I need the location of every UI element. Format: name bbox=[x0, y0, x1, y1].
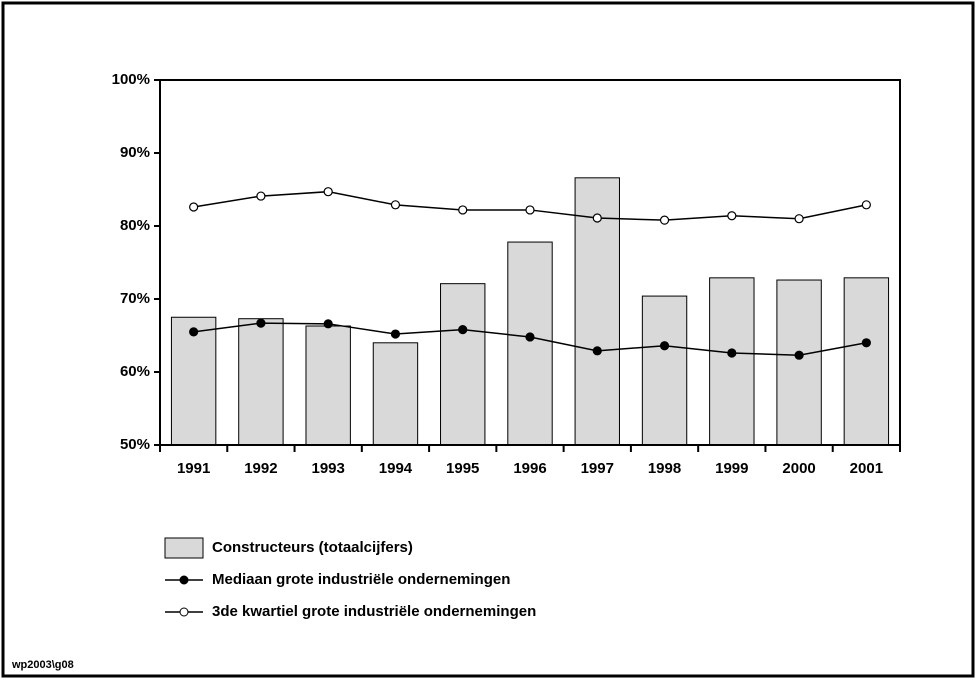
point bbox=[189, 327, 199, 337]
bar bbox=[372, 342, 419, 446]
legend-swatch bbox=[164, 537, 204, 559]
point bbox=[592, 213, 602, 223]
point bbox=[458, 325, 468, 335]
point bbox=[592, 346, 602, 356]
point bbox=[727, 211, 737, 221]
x-tick-label: 1997 bbox=[581, 460, 614, 477]
x-tick-label: 1992 bbox=[244, 460, 277, 477]
bar bbox=[238, 318, 284, 446]
point bbox=[256, 191, 266, 201]
point bbox=[525, 332, 535, 342]
y-tick-label: 60% bbox=[120, 363, 150, 380]
bar bbox=[507, 241, 553, 446]
legend-label: Constructeurs (totaalcijfers) bbox=[212, 539, 413, 556]
y-tick-label: 80% bbox=[120, 217, 150, 234]
bar bbox=[776, 279, 822, 446]
legend-label: 3de kwartiel grote industriële ondernemi… bbox=[212, 603, 536, 620]
point bbox=[390, 329, 401, 339]
x-tick-label: 1993 bbox=[311, 460, 344, 477]
y-tick-label: 90% bbox=[120, 144, 150, 161]
plot-frame bbox=[159, 79, 901, 446]
point bbox=[525, 205, 535, 215]
point bbox=[256, 318, 266, 328]
x-tick-label: 2000 bbox=[782, 460, 815, 477]
legend-marker bbox=[179, 607, 189, 617]
y-tick-label: 100% bbox=[112, 71, 150, 88]
point bbox=[861, 200, 871, 210]
point bbox=[189, 202, 199, 212]
bar bbox=[170, 316, 217, 446]
legend-label: Mediaan grote industriële ondernemingen bbox=[212, 571, 510, 588]
point bbox=[458, 205, 468, 215]
x-tick-label: 1994 bbox=[379, 460, 413, 477]
bar bbox=[843, 277, 890, 446]
footnote: wp2003\g08 bbox=[11, 659, 74, 671]
point bbox=[659, 341, 670, 351]
bar bbox=[641, 295, 688, 446]
x-tick-label: 1995 bbox=[446, 460, 479, 477]
x-tick-label: 1998 bbox=[648, 460, 681, 477]
point bbox=[727, 348, 737, 358]
bar bbox=[440, 283, 486, 446]
point bbox=[794, 350, 804, 360]
point bbox=[323, 319, 333, 329]
point bbox=[659, 215, 670, 225]
point bbox=[390, 200, 401, 210]
x-tick-label: 1996 bbox=[513, 460, 546, 477]
point bbox=[861, 338, 871, 348]
y-tick-label: 70% bbox=[120, 290, 150, 307]
legend-marker bbox=[179, 575, 189, 585]
x-tick-label: 1991 bbox=[177, 460, 210, 477]
point bbox=[794, 214, 804, 224]
y-tick-label: 50% bbox=[120, 436, 150, 453]
x-tick-label: 1999 bbox=[715, 460, 748, 477]
point bbox=[323, 187, 333, 197]
bar bbox=[709, 277, 755, 446]
bar bbox=[305, 325, 351, 446]
x-tick-label: 2001 bbox=[850, 460, 883, 477]
